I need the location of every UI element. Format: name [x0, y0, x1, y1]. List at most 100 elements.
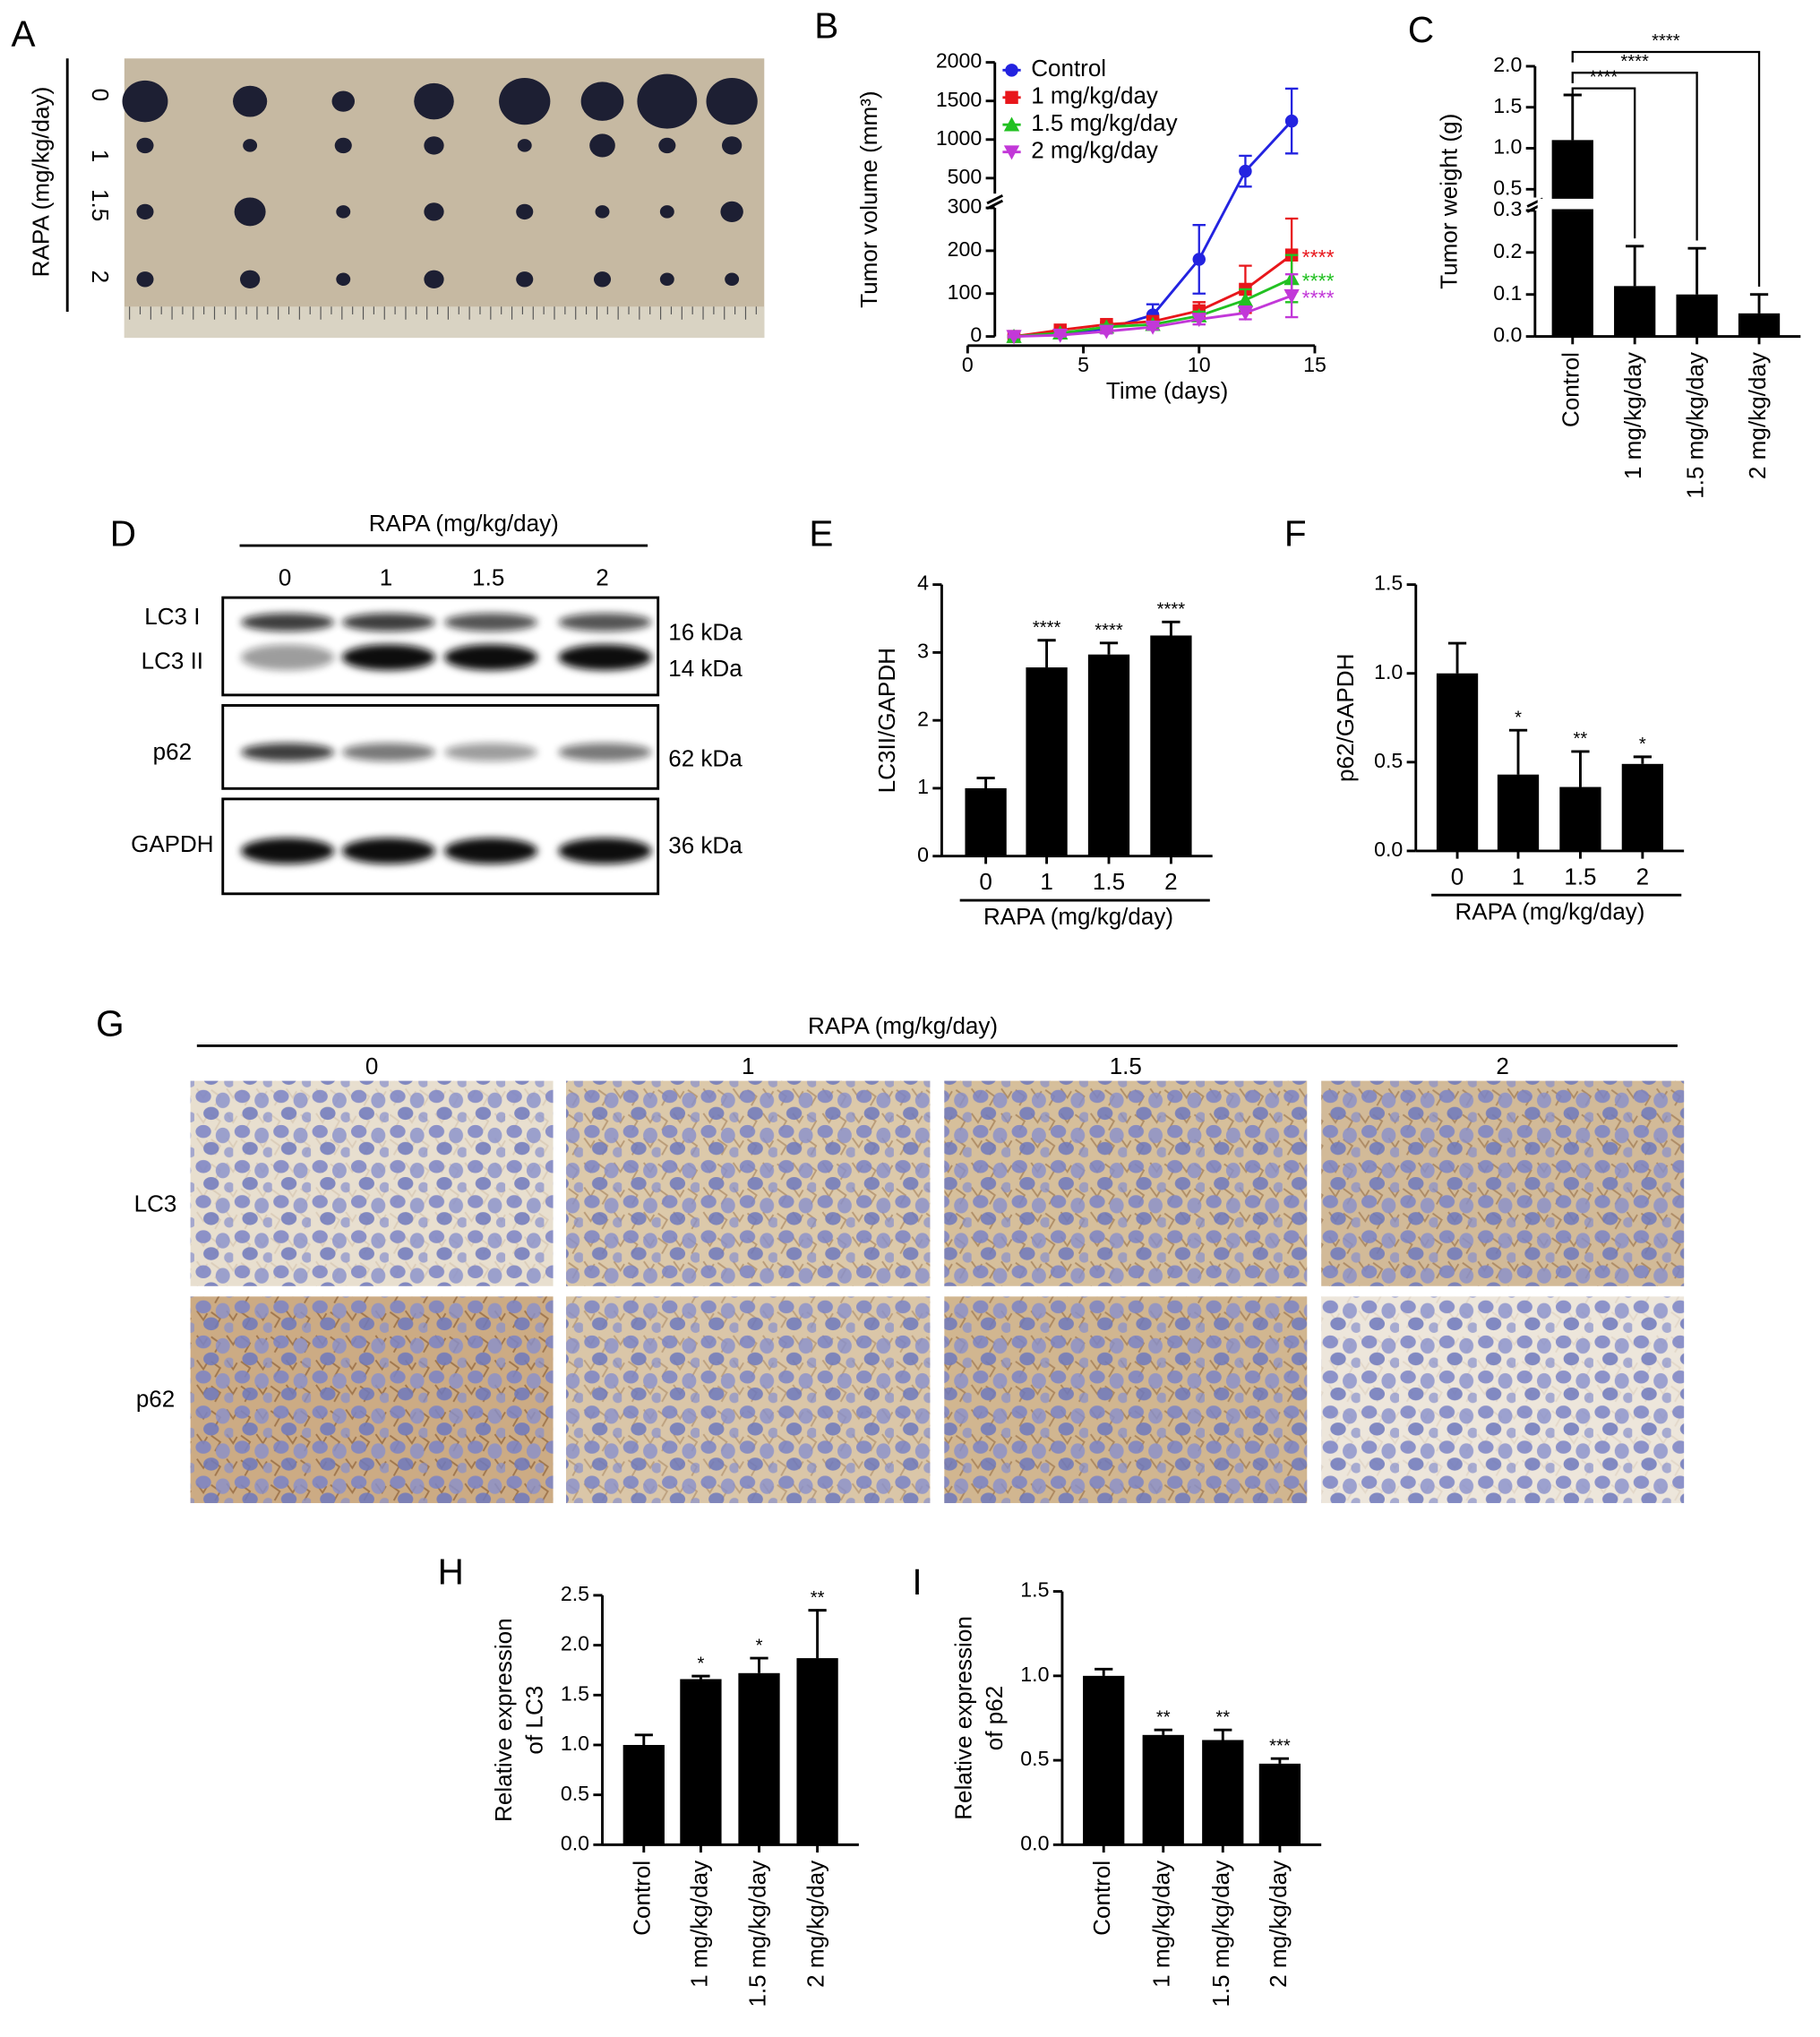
y-axis-label: Relative expression — [949, 1616, 976, 1820]
ihc-nuclei — [1321, 1296, 1685, 1503]
band-label: LC3 I — [144, 603, 200, 630]
error-bar — [1270, 1757, 1290, 1764]
y-axis-label: Relative expression — [490, 1618, 517, 1822]
band-size: 14 kDa — [668, 655, 743, 682]
tumor — [234, 197, 266, 227]
bar — [1614, 286, 1656, 337]
photo-axis-label: RAPA (mg/kg/day) — [28, 87, 55, 278]
error-bar — [1508, 728, 1528, 775]
blot-band — [558, 644, 652, 671]
tumor — [414, 82, 454, 120]
y-tick-label: 100 — [948, 280, 983, 304]
tumor — [593, 271, 612, 288]
significance: **** — [1302, 287, 1335, 310]
y-tick-label: 3 — [917, 639, 929, 662]
panel-label: H — [438, 1551, 464, 1592]
y-tick-label: 2 — [917, 707, 929, 730]
ihc-nuclei — [566, 1080, 931, 1286]
x-tick-label: 2 mg/kg/day — [803, 1861, 829, 1988]
significance: **** — [1302, 245, 1335, 269]
tumor — [424, 270, 444, 288]
blot-band — [558, 613, 652, 632]
point — [1283, 288, 1300, 304]
point — [1145, 320, 1161, 335]
tumor — [637, 73, 698, 129]
panel-label: C — [1408, 9, 1434, 50]
y-tick-label: 2.0 — [561, 1632, 589, 1655]
point — [1239, 164, 1252, 178]
ihc-row-label: LC3 — [134, 1190, 177, 1217]
significance: **** — [1095, 621, 1123, 640]
error-bar — [1214, 1728, 1232, 1740]
band-label: LC3 II — [142, 647, 203, 674]
y-tick-label: 1000 — [936, 126, 982, 150]
blot-band — [241, 644, 335, 671]
tumor — [516, 203, 534, 220]
x-tick-label: 1.5 — [1564, 863, 1596, 890]
y-axis-label: of LC3 — [521, 1686, 548, 1755]
point — [1237, 306, 1254, 321]
tumor — [706, 78, 758, 125]
panel-label: E — [809, 513, 833, 554]
legend-marker — [1005, 64, 1018, 77]
error-bar — [808, 1609, 827, 1659]
y-axis-label: of p62 — [981, 1686, 1008, 1751]
tumor — [516, 271, 534, 288]
y-tick-label: 2.5 — [561, 1582, 589, 1605]
tumor — [424, 202, 444, 221]
x-axis-label: RAPA (mg/kg/day) — [983, 903, 1173, 930]
y-tick-label: 2.0 — [1493, 53, 1522, 76]
significance: **** — [1590, 67, 1618, 87]
significance: ** — [1156, 1707, 1171, 1727]
ihc-row-label: p62 — [136, 1385, 175, 1412]
blot-band — [241, 613, 335, 632]
bar — [738, 1672, 780, 1845]
error-bar — [976, 777, 995, 788]
bar — [1497, 774, 1540, 851]
tumor — [658, 137, 676, 154]
x-tick-label: 0 — [979, 868, 992, 895]
blot-band — [341, 838, 435, 864]
lane-label: 2 — [596, 564, 608, 591]
significance: *** — [1269, 1737, 1291, 1757]
significance: **** — [1652, 31, 1680, 51]
bar — [1559, 786, 1601, 851]
ihc-column-label: 2 — [1496, 1053, 1508, 1079]
tumor — [243, 139, 258, 152]
y-tick-label: 1.5 — [561, 1681, 589, 1705]
ihc-nuclei — [1321, 1080, 1685, 1286]
y-tick-label: 4 — [917, 572, 929, 595]
error-bar — [1095, 1667, 1113, 1676]
y-tick-label: 1.0 — [561, 1732, 589, 1755]
y-tick-label: 1500 — [936, 88, 982, 111]
x-tick-label: 10 — [1188, 353, 1211, 376]
point — [1052, 328, 1069, 343]
bar — [1738, 313, 1781, 337]
y-tick-label: 1 — [917, 775, 929, 798]
tumor — [595, 205, 610, 219]
blot-band — [341, 743, 435, 761]
y-axis-label: LC3II/GAPDH — [873, 648, 900, 793]
y-axis-label: Tumor volume (mm³) — [855, 90, 882, 307]
tumor — [239, 270, 261, 288]
error-bar — [1687, 246, 1706, 295]
y-tick-label: 500 — [948, 165, 983, 188]
legend-marker — [1003, 145, 1020, 160]
tumor — [499, 78, 551, 125]
tumor — [580, 82, 624, 121]
tumor — [336, 272, 351, 287]
bar — [1026, 667, 1068, 856]
ihc-nuclei — [190, 1296, 554, 1503]
y-tick-label: 0.5 — [1374, 749, 1403, 772]
error-bar — [1154, 1728, 1172, 1735]
tumor — [136, 137, 154, 154]
x-axis-label: RAPA (mg/kg/day) — [1455, 898, 1644, 924]
ruler — [124, 306, 765, 339]
panel-label: A — [12, 13, 36, 54]
ihc-column-label: 1.5 — [1110, 1053, 1142, 1079]
significance: **** — [1302, 269, 1335, 292]
bar — [1551, 140, 1593, 337]
significance: **** — [1620, 52, 1649, 72]
